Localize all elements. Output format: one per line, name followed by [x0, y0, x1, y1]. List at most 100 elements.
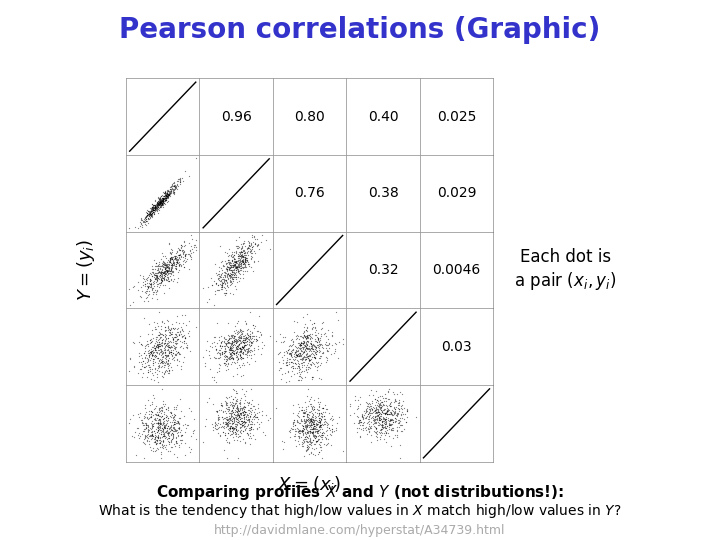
- Point: [309, 323, 320, 332]
- Point: [297, 436, 309, 444]
- Point: [221, 278, 233, 287]
- Point: [393, 415, 405, 424]
- Point: [155, 356, 166, 365]
- Point: [160, 335, 171, 343]
- Point: [158, 274, 170, 283]
- Point: [231, 352, 243, 361]
- Point: [158, 431, 169, 440]
- Point: [150, 203, 161, 212]
- Point: [150, 325, 162, 333]
- Point: [162, 262, 174, 271]
- Point: [146, 342, 158, 351]
- Point: [216, 278, 228, 287]
- Point: [233, 260, 244, 269]
- Point: [320, 353, 332, 361]
- Point: [169, 349, 181, 358]
- Point: [237, 240, 248, 248]
- Point: [153, 410, 164, 419]
- Point: [299, 437, 310, 446]
- Point: [156, 265, 168, 273]
- Point: [296, 359, 307, 367]
- Point: [153, 198, 164, 206]
- Point: [229, 281, 240, 290]
- Point: [158, 271, 170, 279]
- Point: [363, 415, 374, 423]
- Point: [324, 429, 336, 438]
- Point: [333, 338, 344, 346]
- Point: [325, 431, 337, 440]
- Point: [162, 326, 174, 335]
- Point: [230, 399, 242, 407]
- Point: [315, 414, 327, 423]
- Point: [384, 384, 395, 393]
- Point: [305, 408, 316, 416]
- Point: [233, 333, 244, 341]
- Point: [362, 424, 374, 433]
- Point: [127, 282, 139, 291]
- Point: [216, 349, 228, 358]
- Point: [377, 423, 388, 431]
- Point: [230, 259, 242, 268]
- Point: [224, 350, 235, 359]
- Point: [312, 450, 323, 459]
- Point: [297, 340, 308, 348]
- Point: [236, 258, 248, 267]
- Point: [155, 202, 166, 211]
- Point: [171, 184, 182, 192]
- Point: [368, 427, 379, 436]
- Point: [300, 430, 312, 438]
- Point: [299, 407, 310, 416]
- Point: [316, 413, 328, 422]
- Point: [297, 441, 309, 450]
- Point: [172, 268, 184, 276]
- Point: [158, 348, 169, 357]
- Point: [242, 421, 253, 430]
- Point: [163, 190, 174, 198]
- Point: [302, 354, 314, 363]
- Point: [394, 422, 405, 431]
- Point: [229, 264, 240, 272]
- Point: [224, 276, 235, 285]
- Point: [157, 427, 168, 435]
- Point: [293, 360, 305, 368]
- Point: [353, 418, 364, 427]
- Point: [145, 375, 156, 383]
- Point: [295, 432, 307, 441]
- Point: [235, 413, 246, 421]
- Point: [150, 335, 162, 343]
- Point: [222, 263, 234, 272]
- Point: [307, 415, 319, 424]
- Point: [312, 362, 323, 371]
- Point: [218, 276, 230, 285]
- Point: [225, 272, 237, 281]
- Point: [212, 286, 224, 295]
- Point: [368, 415, 379, 424]
- Point: [374, 415, 385, 423]
- Point: [225, 339, 237, 347]
- Point: [151, 281, 163, 290]
- Point: [147, 444, 158, 453]
- Point: [300, 417, 311, 426]
- Point: [225, 430, 236, 438]
- Point: [161, 185, 173, 194]
- Point: [379, 417, 390, 426]
- Point: [156, 195, 168, 204]
- Point: [158, 195, 170, 204]
- Point: [158, 192, 169, 200]
- Point: [168, 190, 179, 198]
- Point: [171, 251, 182, 260]
- Point: [318, 412, 330, 421]
- Point: [244, 420, 256, 428]
- Point: [234, 346, 246, 355]
- Point: [279, 333, 291, 341]
- Point: [180, 254, 192, 262]
- Point: [313, 343, 325, 352]
- Point: [151, 202, 163, 211]
- Point: [308, 445, 320, 454]
- Point: [166, 424, 177, 433]
- Point: [222, 438, 234, 447]
- Point: [204, 354, 216, 362]
- Point: [165, 187, 176, 195]
- Point: [308, 340, 320, 349]
- Point: [306, 424, 318, 433]
